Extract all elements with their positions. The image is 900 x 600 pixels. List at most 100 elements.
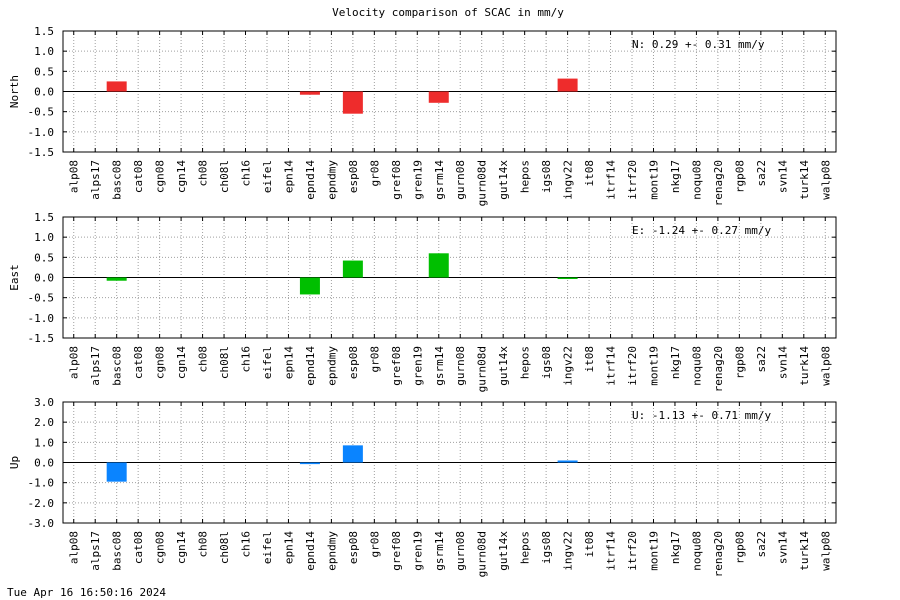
panel-up-xtick-label: renag20: [712, 531, 725, 577]
panel-north-xtick-label: ch16: [240, 160, 253, 187]
panel-east-xtick-label: eifel: [261, 346, 274, 379]
panel-east-xtick-label: gr08: [368, 346, 381, 373]
panel-up-xtick-label: esp08: [347, 531, 360, 564]
panel-up-xtick-label: nkg17: [669, 531, 682, 564]
panel-east-ytick-label: 1.0: [34, 231, 54, 244]
panel-east-xtick-label: gsrm14: [433, 346, 446, 386]
panel-east-ytick-label: -1.0: [28, 312, 55, 325]
panel-north-xtick-label: itrf14: [605, 160, 618, 200]
panel-north-ylabel: North: [8, 75, 21, 108]
panel-up-xtick-label: gsrm14: [433, 531, 446, 571]
panel-east-xtick-label: ch08l: [218, 346, 231, 379]
panel-up-ytick-label: 3.0: [34, 396, 54, 409]
panel-up-xtick-label: noqu08: [690, 531, 703, 571]
panel-north-xtick-label: alps17: [89, 160, 102, 200]
panel-north-xtick-label: gsrm14: [433, 160, 446, 200]
panel-east-ytick-label: -1.5: [28, 332, 55, 345]
panel-north-xtick-label: svn14: [776, 160, 789, 193]
panel-east-xtick-label: gurn08: [454, 346, 467, 386]
panel-east-xtick-label: epn14: [282, 346, 295, 379]
panel-north-xtick-label: alp08: [68, 160, 81, 193]
panel-north-xtick-label: rgp08: [733, 160, 746, 193]
panel-up-ytick-label: 2.0: [34, 416, 54, 429]
panel-east-annotation: E: -1.24 +- 0.27 mm/y: [632, 224, 771, 237]
panel-north-xtick-label: igs08: [540, 160, 553, 193]
panel-north-xtick-label: cat08: [132, 160, 145, 193]
panel-up-xtick-label: cat08: [132, 531, 145, 564]
panel-up-xtick-label: sa22: [755, 531, 768, 558]
panel-north-ytick-label: 0.0: [34, 86, 54, 99]
panel-north-ytick-label: -1.0: [28, 126, 55, 139]
panel-east-xtick-label: esp08: [347, 346, 360, 379]
panel-east-bar-esp08: [342, 260, 363, 278]
panel-up-xtick-label: alp08: [68, 531, 81, 564]
panel-up-ytick-label: -2.0: [28, 497, 55, 510]
panel-north-ytick-label: 1.0: [34, 45, 54, 58]
panel-north-xtick-label: hepos: [519, 160, 532, 193]
panel-east-ytick-label: 0.0: [34, 272, 54, 285]
panel-up-xtick-label: ch08l: [218, 531, 231, 564]
panel-east-xtick-label: alp08: [68, 346, 81, 379]
panel-north-xtick-label: itrf20: [626, 160, 639, 200]
panel-east-xtick-label: itrf14: [605, 346, 618, 386]
panel-up-ylabel: Up: [8, 456, 21, 469]
panel-north-bar-esp08: [342, 91, 363, 114]
panel-up-ytick-label: -1.0: [28, 477, 55, 490]
panel-east-xtick-label: nkg17: [669, 346, 682, 379]
panel-east-xtick-label: svn14: [776, 346, 789, 379]
panel-east-xtick-label: renag20: [712, 346, 725, 392]
panel-north-xtick-label: esp08: [347, 160, 360, 193]
panel-north-frame: [62, 30, 837, 153]
panel-north-xtick-label: nkg17: [669, 160, 682, 193]
panel-up-xtick-label: gurn08: [454, 531, 467, 571]
panel-north-bar-basc08: [106, 81, 127, 92]
panel-up-xtick-label: gurn08d: [476, 531, 489, 577]
panel-north-xtick-label: it08: [583, 160, 596, 187]
panel-east-xtick-label: basc08: [111, 346, 124, 386]
panel-north-bar-gsrm14: [428, 91, 449, 103]
panel-up-xtick-label: it08: [583, 531, 596, 558]
panel-east-xtick-label: alps17: [89, 346, 102, 386]
panel-east-xtick-label: rgp08: [733, 346, 746, 379]
panel-up-xtick-label: svn14: [776, 531, 789, 564]
panel-north-xtick-label: turk14: [798, 160, 811, 200]
panel-up-xtick-label: epn14: [282, 531, 295, 564]
panel-north-xtick-label: epn14: [282, 160, 295, 193]
panel-up-xtick-label: igs08: [540, 531, 553, 564]
panel-north-xtick-label: epnd14: [304, 160, 317, 200]
panel-up-xtick-label: gut14x: [497, 531, 510, 571]
panel-east-bar-basc08: [106, 277, 127, 281]
panel-east-xtick-label: gref08: [390, 346, 403, 386]
panel-east-xtick-label: walp08: [819, 346, 832, 386]
panel-east-xtick-label: sa22: [755, 346, 768, 373]
panel-north-xtick-label: basc08: [111, 160, 124, 200]
chart-title: Velocity comparison of SCAC in mm/y: [332, 6, 564, 19]
panel-east-xtick-label: cgn08: [154, 346, 167, 379]
panel-up-xtick-label: epndmy: [325, 531, 338, 571]
panel-east-xtick-label: gurn08d: [476, 346, 489, 392]
panel-north-xtick-label: gref08: [390, 160, 403, 200]
panel-up-xtick-label: epnd14: [304, 531, 317, 571]
panel-north-ytick-label: 1.5: [34, 25, 54, 38]
panel-east-xtick-label: epndmy: [325, 346, 338, 386]
panel-east-xtick-label: epnd14: [304, 346, 317, 386]
panel-up-frame: [62, 401, 837, 524]
panel-north-xtick-label: gr08: [368, 160, 381, 187]
panel-north-bar-ingv22: [557, 78, 578, 92]
panel-up-xtick-label: eifel: [261, 531, 274, 564]
panel-north-ytick-label: -1.5: [28, 146, 55, 159]
panel-up-xtick-label: ingv22: [562, 531, 575, 571]
panel-north-xtick-label: walp08: [819, 160, 832, 200]
panel-north-xtick-label: epndmy: [325, 160, 338, 200]
panel-east-xtick-label: ingv22: [562, 346, 575, 386]
panel-north-xtick-label: noqu08: [690, 160, 703, 200]
panel-north-xtick-label: gurn08d: [476, 160, 489, 206]
panel-east-xtick-label: gren19: [411, 346, 424, 386]
panel-east-xtick-label: ch16: [240, 346, 253, 373]
panel-east-xtick-label: hepos: [519, 346, 532, 379]
panel-north-annotation: N: 0.29 +- 0.31 mm/y: [632, 38, 765, 51]
panel-east-xtick-label: igs08: [540, 346, 553, 379]
panel-east-xtick-label: itrf20: [626, 346, 639, 386]
panel-east-ytick-label: 1.5: [34, 211, 54, 224]
